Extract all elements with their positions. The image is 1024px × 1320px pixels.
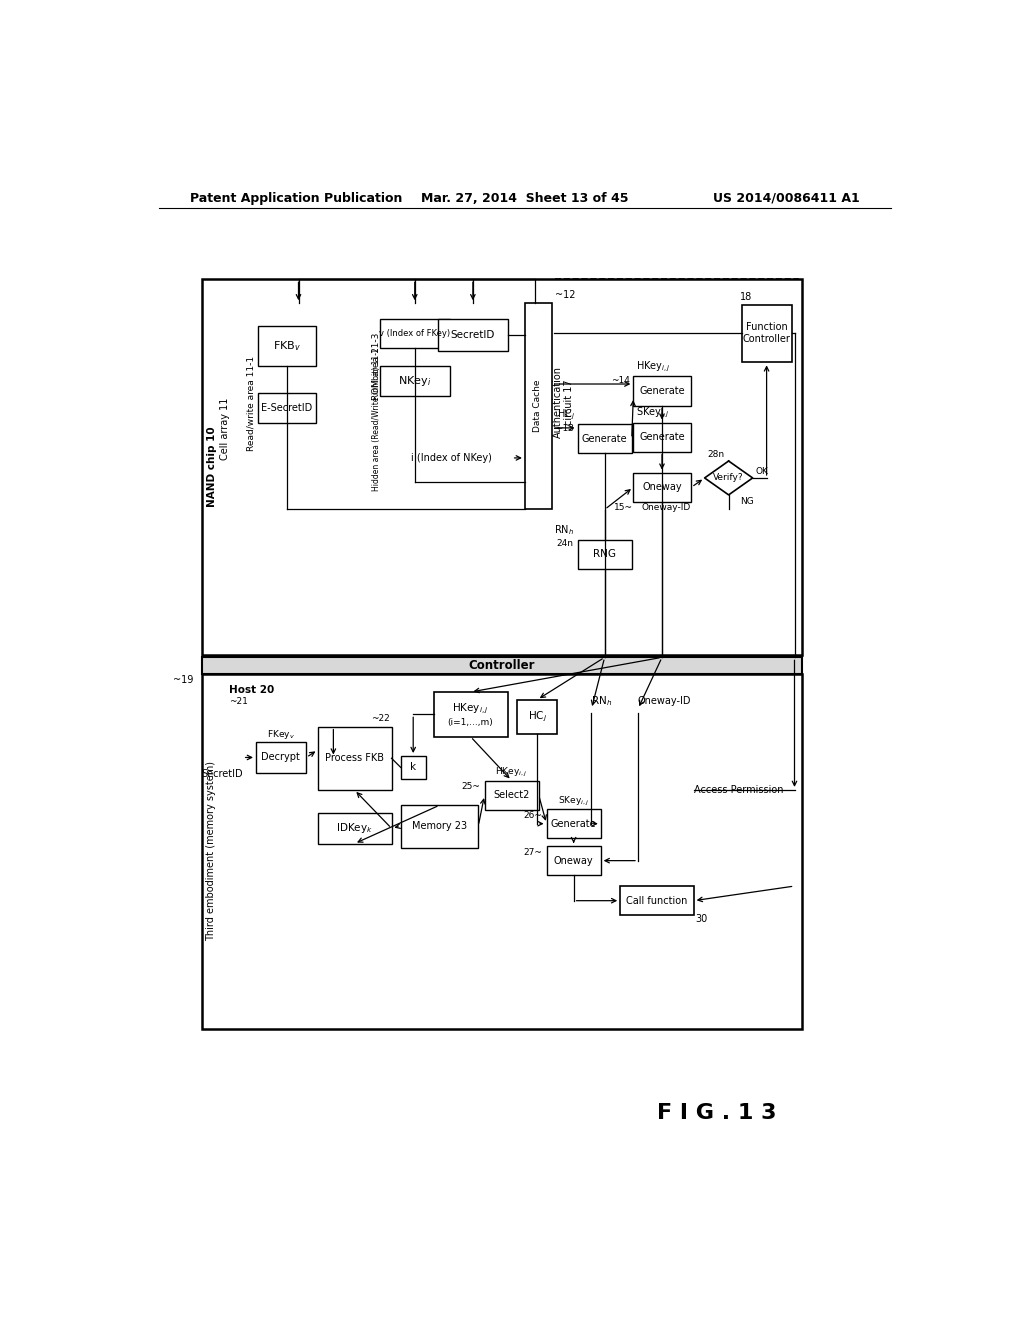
Text: SKey$_{i,j}$: SKey$_{i,j}$: [636, 407, 670, 421]
Text: Verify?: Verify?: [714, 474, 744, 482]
Bar: [380, 367, 450, 396]
Text: Call function: Call function: [626, 896, 687, 906]
Bar: [369, 304, 461, 430]
Text: Decrypt: Decrypt: [261, 752, 300, 763]
Bar: [741, 305, 793, 363]
Text: Access Permission: Access Permission: [693, 785, 783, 795]
Text: 24n: 24n: [557, 539, 573, 548]
Text: HKey$_{i,j}$: HKey$_{i,j}$: [496, 767, 527, 779]
Bar: [391, 444, 512, 473]
Bar: [202, 280, 802, 655]
Text: Controller: Controller: [468, 659, 535, 672]
Text: 28n: 28n: [708, 450, 725, 459]
Text: Function
Controller: Function Controller: [742, 322, 791, 345]
Text: ROM area 11-3: ROM area 11-3: [373, 333, 381, 400]
Text: Generate: Generate: [639, 432, 685, 442]
Text: ~14: ~14: [610, 376, 630, 385]
Bar: [243, 304, 362, 503]
Text: ~19: ~19: [173, 676, 194, 685]
Text: ~12: ~12: [555, 290, 575, 301]
Bar: [578, 424, 632, 453]
Text: Cell array 11: Cell array 11: [220, 397, 229, 459]
Text: US 2014/0086411 A1: US 2014/0086411 A1: [713, 191, 859, 205]
Text: NAND chip 10: NAND chip 10: [207, 426, 217, 507]
Bar: [484, 780, 539, 810]
Bar: [621, 886, 693, 915]
Text: Process FKB: Process FKB: [325, 754, 384, 763]
Text: FKB$_v$: FKB$_v$: [272, 339, 301, 354]
Text: NKey$_i$: NKey$_i$: [398, 374, 431, 388]
Text: 30: 30: [695, 915, 708, 924]
Bar: [317, 726, 391, 789]
Bar: [438, 318, 508, 351]
Bar: [554, 280, 799, 655]
Bar: [202, 675, 802, 1028]
Text: HKey$_{i,j}$: HKey$_{i,j}$: [452, 702, 489, 717]
Text: SKey$_{i,j}$: SKey$_{i,j}$: [558, 795, 589, 808]
Text: Memory 23: Memory 23: [412, 821, 467, 832]
Text: Select2: Select2: [494, 791, 529, 800]
Text: Generate: Generate: [551, 818, 596, 829]
Bar: [400, 756, 426, 779]
Text: 26~: 26~: [523, 810, 543, 820]
Bar: [369, 304, 519, 503]
Text: ~21: ~21: [228, 697, 248, 706]
Text: OK: OK: [756, 467, 769, 477]
Text: Generate: Generate: [639, 385, 685, 396]
Text: RNG: RNG: [593, 549, 616, 560]
Text: Oneway-ID: Oneway-ID: [638, 696, 691, 706]
Text: RN$_h$: RN$_h$: [554, 524, 573, 537]
Bar: [258, 393, 316, 422]
Text: E-SecretID: E-SecretID: [261, 403, 312, 413]
Bar: [547, 809, 601, 838]
Text: RN$_h$: RN$_h$: [592, 694, 612, 708]
Bar: [524, 304, 552, 508]
Text: HC$_j$: HC$_j$: [557, 408, 575, 422]
Text: Mar. 27, 2014  Sheet 13 of 45: Mar. 27, 2014 Sheet 13 of 45: [421, 191, 629, 205]
Text: F I G . 1 3: F I G . 1 3: [657, 1104, 777, 1123]
Bar: [633, 473, 691, 502]
Text: Third embodiment (memory system): Third embodiment (memory system): [206, 762, 216, 941]
Text: IDKey$_k$: IDKey$_k$: [336, 821, 373, 836]
Bar: [256, 742, 306, 774]
Bar: [400, 805, 478, 847]
Bar: [202, 657, 802, 675]
Text: Authentication
circuit 17: Authentication circuit 17: [553, 367, 574, 438]
Text: Oneway-ID: Oneway-ID: [641, 503, 690, 512]
Text: v (Index of FKey): v (Index of FKey): [379, 329, 451, 338]
Bar: [633, 376, 691, 405]
Bar: [258, 326, 316, 367]
Text: Hidden area (Read/Write inhibit) 11-2: Hidden area (Read/Write inhibit) 11-2: [373, 347, 381, 491]
Text: 25~: 25~: [462, 783, 480, 791]
Text: k: k: [411, 763, 417, 772]
Text: SecretID: SecretID: [201, 770, 243, 779]
Text: Generate: Generate: [582, 434, 628, 444]
Text: ~22: ~22: [371, 714, 390, 723]
Text: ~13: ~13: [555, 424, 573, 433]
Text: Patent Application Publication: Patent Application Publication: [190, 191, 402, 205]
Text: Oneway: Oneway: [642, 482, 682, 492]
Text: i (Index of NKey): i (Index of NKey): [411, 453, 492, 463]
Text: Oneway: Oneway: [554, 855, 594, 866]
Text: NG: NG: [740, 496, 754, 506]
Text: SecretID: SecretID: [451, 330, 495, 339]
Text: 27~: 27~: [523, 847, 543, 857]
Text: HC$_j$: HC$_j$: [527, 709, 547, 723]
Bar: [547, 846, 601, 875]
Text: Host 20: Host 20: [228, 685, 274, 694]
Bar: [633, 422, 691, 451]
Bar: [434, 692, 508, 737]
Bar: [517, 700, 557, 734]
Text: FKey$_v$: FKey$_v$: [266, 727, 295, 741]
Text: (i=1,...,m): (i=1,...,m): [447, 718, 494, 727]
Text: 15~: 15~: [614, 503, 633, 512]
Text: 18: 18: [740, 292, 753, 302]
Bar: [317, 813, 391, 843]
Text: Data Cache: Data Cache: [534, 379, 543, 432]
Text: Read/write area 11-1: Read/write area 11-1: [247, 355, 256, 451]
Text: HKey$_{i,j}$: HKey$_{i,j}$: [636, 360, 672, 375]
Bar: [578, 540, 632, 569]
Bar: [380, 318, 450, 348]
